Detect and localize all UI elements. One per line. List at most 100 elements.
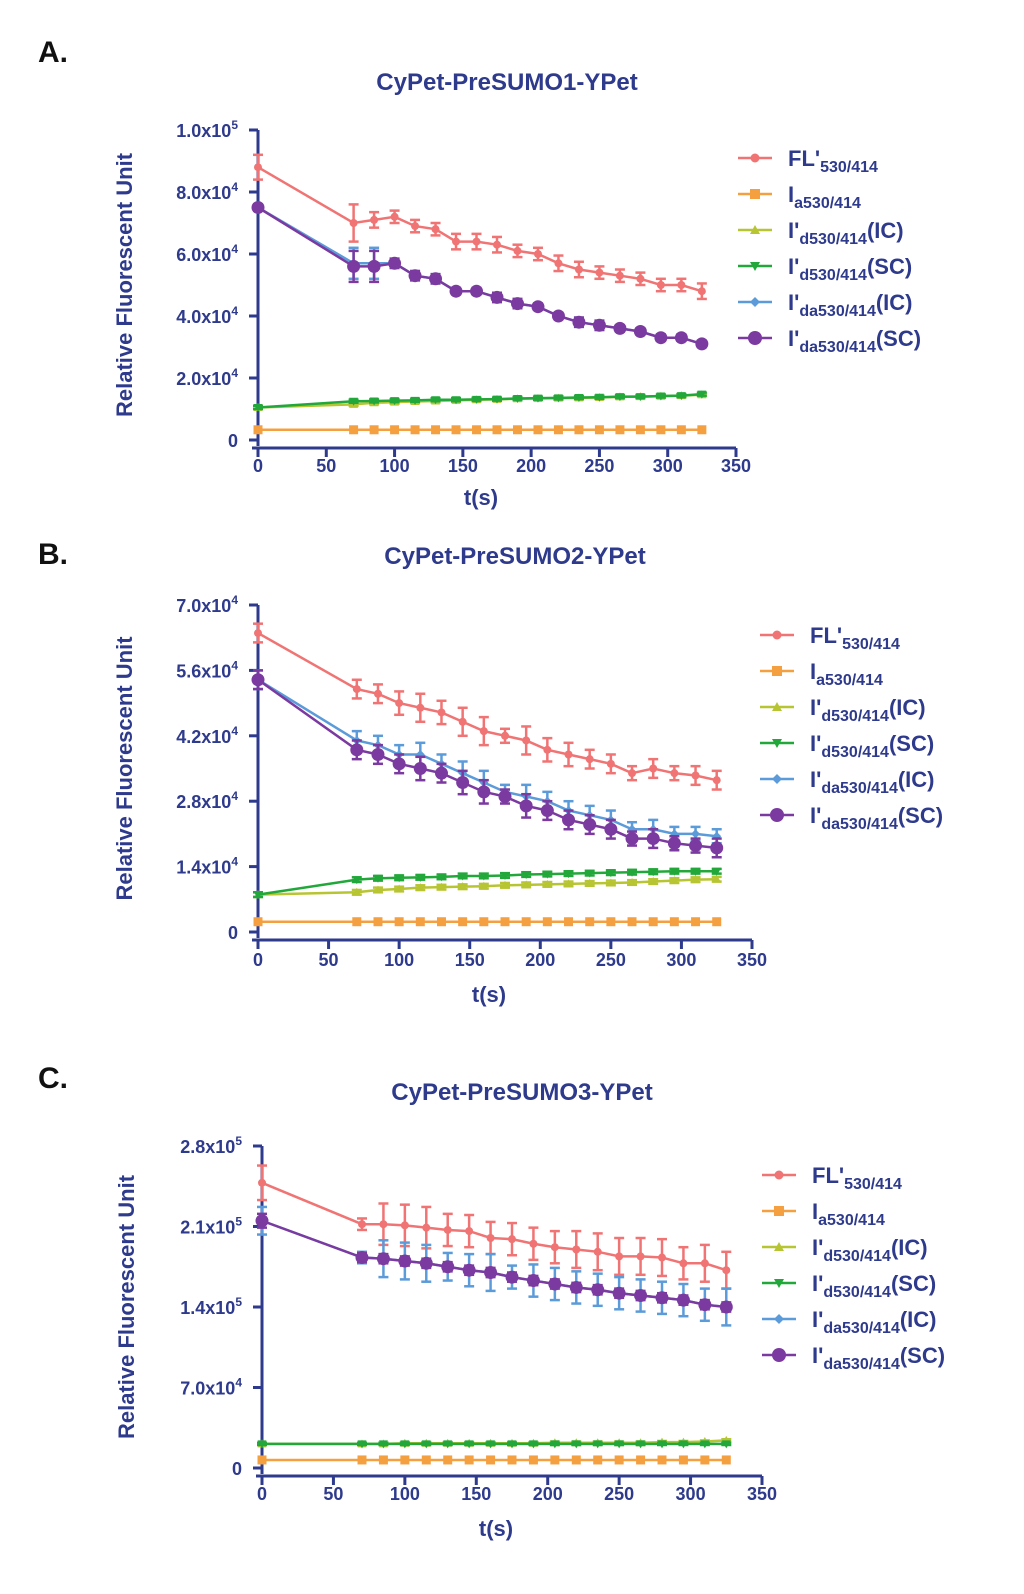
series-line <box>257 678 717 838</box>
data-point <box>443 1455 453 1465</box>
data-point <box>689 839 703 853</box>
legend-subscript: d530/414 <box>823 1248 891 1265</box>
data-point <box>394 917 404 927</box>
legend-main: I' <box>810 731 821 756</box>
data-point <box>464 1455 474 1465</box>
data-point <box>564 750 573 759</box>
data-point <box>574 425 584 435</box>
y-tick-label: 4.0x104 <box>176 304 238 327</box>
x-tick-label: 150 <box>455 950 485 970</box>
legend-label: I'da530/414(SC) <box>788 326 921 356</box>
data-point <box>564 870 574 879</box>
legend-label: I'd530/414(SC) <box>788 254 912 284</box>
data-point <box>691 771 700 780</box>
data-point <box>649 764 658 773</box>
data-point <box>472 237 481 246</box>
data-point <box>251 673 265 687</box>
legend-suffix: (SC) <box>900 1343 945 1368</box>
x-tick-label: 200 <box>525 950 555 970</box>
data-point <box>369 425 379 435</box>
data-point <box>562 813 576 827</box>
data-point <box>691 829 701 839</box>
legend-main: I' <box>812 1307 823 1332</box>
data-point <box>526 1274 540 1288</box>
data-point <box>531 300 545 314</box>
data-point <box>542 870 552 879</box>
x-tick-label: 150 <box>448 456 478 476</box>
data-point <box>477 785 491 799</box>
x-tick-label: 0 <box>253 950 263 970</box>
data-point <box>508 1235 516 1244</box>
data-point <box>712 917 722 927</box>
data-point <box>676 392 686 401</box>
data-point <box>370 215 379 224</box>
data-point <box>458 917 468 927</box>
series-line <box>257 206 703 346</box>
data-point <box>628 769 637 778</box>
data-point <box>378 1440 388 1449</box>
data-point <box>415 883 425 892</box>
data-point <box>253 891 263 900</box>
legend-suffix: (IC) <box>867 218 904 243</box>
data-point <box>357 1440 367 1449</box>
data-point <box>679 1259 688 1268</box>
data-point <box>257 1455 267 1465</box>
legend-suffix: (IC) <box>891 1235 928 1260</box>
data-point <box>540 804 554 818</box>
y-axis-title: Relative Fluorescent Unit <box>112 636 137 901</box>
data-point <box>676 1293 690 1307</box>
data-point <box>521 917 531 927</box>
legend-subscript: a530/414 <box>794 195 861 212</box>
data-point <box>719 1300 733 1314</box>
data-point <box>528 1440 538 1449</box>
series-Ia <box>253 425 707 435</box>
data-point <box>257 1440 267 1449</box>
x-tick-label: 0 <box>253 456 263 476</box>
legend-marker <box>774 1206 784 1216</box>
data-point <box>636 1455 646 1465</box>
data-point <box>373 885 383 894</box>
data-point <box>585 917 595 927</box>
data-point <box>655 1291 669 1305</box>
data-point <box>449 284 463 298</box>
data-point <box>253 917 263 927</box>
data-point <box>512 394 522 403</box>
data-point <box>533 250 542 258</box>
panel-b-letter: B. <box>38 538 68 571</box>
x-tick-label: 300 <box>666 950 696 970</box>
series-Id_SC <box>253 867 722 900</box>
legend-suffix: (IC) <box>898 767 935 792</box>
data-point <box>429 272 443 286</box>
data-point <box>470 284 484 298</box>
data-point <box>479 727 488 736</box>
data-point <box>390 397 400 406</box>
y-tick-label: 2.1x105 <box>180 1215 242 1238</box>
data-point <box>443 1440 453 1449</box>
legend-label: FL'530/414 <box>788 146 878 176</box>
data-point <box>615 1252 624 1261</box>
data-point <box>721 1440 731 1449</box>
data-point <box>464 1440 474 1449</box>
legend-main: I' <box>788 218 799 243</box>
data-point <box>486 1455 496 1465</box>
legend-item-Id_IC: I'd530/414(IC) <box>760 695 926 725</box>
legend-subscript: 530/414 <box>842 636 900 653</box>
legend-marker <box>772 1348 786 1362</box>
legend-main: I' <box>812 1235 823 1260</box>
data-point <box>349 397 359 406</box>
legend-item-Id_SC: I'd530/414(SC) <box>738 254 912 284</box>
data-point <box>392 757 406 771</box>
y-tick-label: 2.0x104 <box>176 366 238 389</box>
data-point <box>674 331 688 345</box>
legend-suffix: (SC) <box>891 1271 936 1296</box>
data-point <box>648 877 658 886</box>
legend-suffix: (SC) <box>898 803 943 828</box>
data-point <box>492 395 502 404</box>
legend-marker <box>750 153 760 163</box>
data-point <box>574 394 584 403</box>
series-line <box>257 678 717 850</box>
legend-main: FL' <box>812 1163 844 1188</box>
legend-subscript: da530/414 <box>799 303 876 320</box>
x-tick-label: 100 <box>384 950 414 970</box>
data-point <box>595 268 604 277</box>
